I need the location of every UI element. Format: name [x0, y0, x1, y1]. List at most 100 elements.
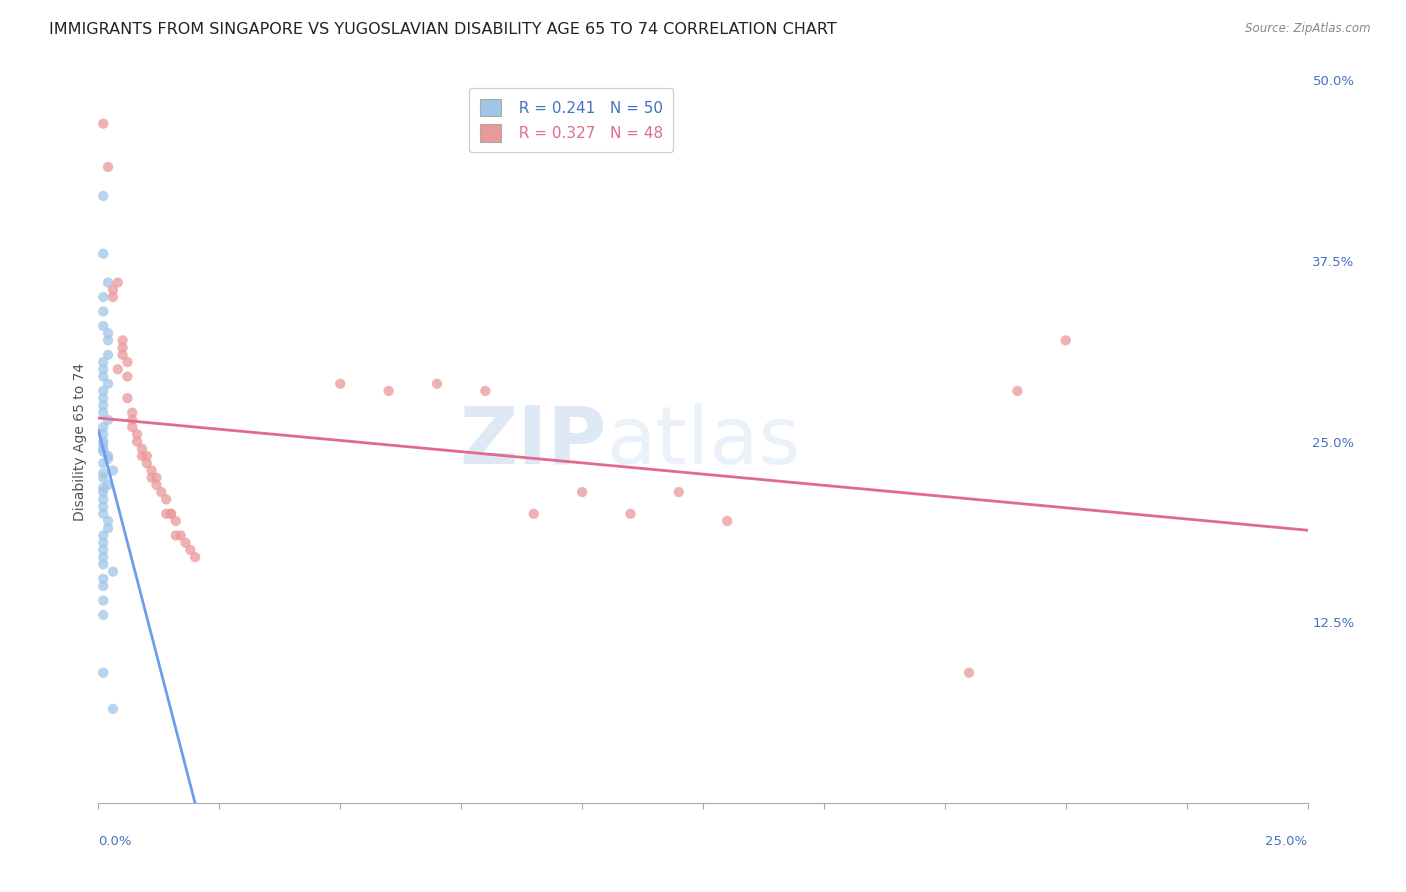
Point — [97, 514, 120, 528]
Point — [97, 160, 120, 174]
Point — [668, 485, 690, 500]
Text: 0.0%: 0.0% — [98, 835, 132, 848]
Point — [169, 528, 191, 542]
Point — [377, 384, 399, 398]
Point — [101, 290, 124, 304]
Point — [141, 463, 163, 477]
Point — [97, 376, 120, 391]
Point — [160, 507, 183, 521]
Point — [91, 607, 114, 622]
Point — [165, 514, 187, 528]
Point — [179, 542, 201, 557]
Point — [91, 369, 114, 384]
Point — [155, 507, 177, 521]
Point — [91, 290, 114, 304]
Point — [127, 434, 149, 449]
Point — [121, 406, 143, 420]
Point — [117, 355, 139, 369]
Text: IMMIGRANTS FROM SINGAPORE VS YUGOSLAVIAN DISABILITY AGE 65 TO 74 CORRELATION CHA: IMMIGRANTS FROM SINGAPORE VS YUGOSLAVIAN… — [49, 22, 837, 37]
Point — [91, 384, 114, 398]
Point — [91, 456, 114, 470]
Point — [91, 485, 114, 500]
Point — [91, 355, 114, 369]
Point — [111, 341, 134, 355]
Point — [135, 449, 157, 463]
Point — [117, 391, 139, 405]
Point — [97, 276, 120, 290]
Point — [91, 442, 114, 456]
Point — [426, 376, 449, 391]
Point — [101, 463, 124, 477]
Point — [135, 456, 157, 470]
Point — [91, 542, 114, 557]
Point — [145, 478, 167, 492]
Point — [91, 437, 114, 451]
Point — [97, 413, 120, 427]
Point — [150, 485, 173, 500]
Point — [165, 528, 187, 542]
Point — [91, 362, 114, 376]
Point — [91, 391, 114, 405]
Point — [155, 492, 177, 507]
Point — [91, 558, 114, 572]
Point — [91, 304, 114, 318]
Point — [91, 593, 114, 607]
Point — [97, 348, 120, 362]
Y-axis label: Disability Age 65 to 74: Disability Age 65 to 74 — [73, 362, 87, 521]
Point — [91, 535, 114, 549]
Point — [145, 470, 167, 484]
Point — [160, 507, 183, 521]
Point — [91, 572, 114, 586]
Point — [91, 467, 114, 481]
Point — [111, 348, 134, 362]
Point — [474, 384, 496, 398]
Text: atlas: atlas — [606, 402, 800, 481]
Point — [101, 565, 124, 579]
Point — [91, 444, 114, 458]
Text: Source: ZipAtlas.com: Source: ZipAtlas.com — [1246, 22, 1371, 36]
Point — [174, 535, 197, 549]
Point — [101, 283, 124, 297]
Point — [957, 665, 980, 680]
Point — [127, 427, 149, 442]
Point — [97, 449, 120, 463]
Point — [91, 500, 114, 514]
Point — [121, 413, 143, 427]
Point — [91, 470, 114, 484]
Point — [523, 507, 546, 521]
Point — [91, 492, 114, 507]
Point — [97, 478, 120, 492]
Legend:   R = 0.241   N = 50,   R = 0.327   N = 48: R = 0.241 N = 50, R = 0.327 N = 48 — [468, 88, 673, 153]
Point — [131, 449, 153, 463]
Point — [97, 326, 120, 340]
Point — [91, 665, 114, 680]
Point — [91, 406, 114, 420]
Point — [117, 369, 139, 384]
Point — [97, 521, 120, 535]
Point — [91, 420, 114, 434]
Point — [107, 362, 129, 376]
Point — [716, 514, 738, 528]
Point — [91, 246, 114, 260]
Point — [91, 528, 114, 542]
Point — [91, 434, 114, 449]
Point — [91, 579, 114, 593]
Point — [91, 427, 114, 442]
Point — [91, 189, 114, 203]
Point — [111, 334, 134, 348]
Point — [107, 276, 129, 290]
Text: ZIP: ZIP — [458, 402, 606, 481]
Point — [329, 376, 352, 391]
Point — [91, 481, 114, 495]
Text: 25.0%: 25.0% — [1265, 835, 1308, 848]
Point — [91, 507, 114, 521]
Point — [184, 550, 207, 565]
Point — [121, 420, 143, 434]
Point — [91, 398, 114, 412]
Point — [97, 334, 120, 348]
Point — [91, 318, 114, 333]
Point — [131, 442, 153, 456]
Point — [97, 451, 120, 466]
Point — [1054, 334, 1077, 348]
Point — [91, 117, 114, 131]
